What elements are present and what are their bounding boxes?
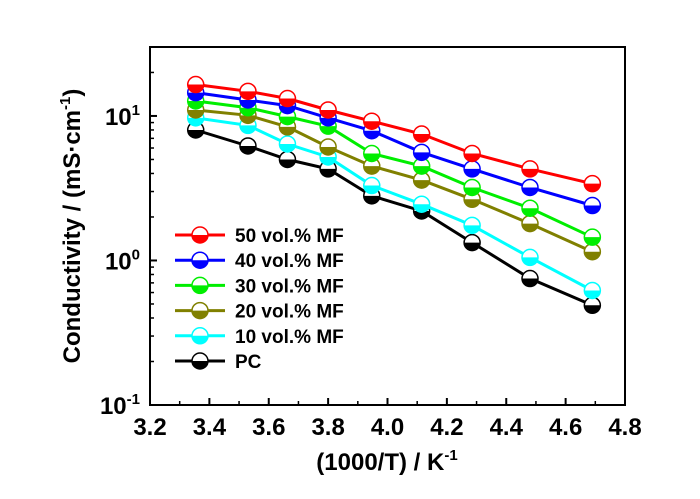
- data-point: [363, 112, 381, 130]
- data-point: [463, 190, 481, 209]
- data-point: [278, 135, 297, 153]
- x-tick-label: 3.6: [252, 414, 285, 441]
- y-tick-label: 101: [105, 102, 140, 131]
- data-point: [363, 157, 381, 175]
- data-point: [583, 242, 602, 261]
- data-point: [583, 296, 602, 315]
- data-point: [186, 75, 205, 94]
- x-tick-label: 3.2: [133, 414, 166, 441]
- data-point: [521, 199, 539, 217]
- x-tick-label: 3.4: [193, 414, 227, 441]
- legend-entry: 50 vol.% MF: [175, 226, 344, 247]
- data-point: [186, 121, 205, 139]
- data-point: [412, 195, 431, 213]
- data-point: [521, 178, 539, 197]
- data-point: [239, 82, 257, 101]
- legend-label: 20 vol.% MF: [235, 302, 344, 323]
- series: [186, 92, 602, 246]
- legend-label: 10 vol.% MF: [235, 327, 344, 348]
- data-point: [239, 137, 257, 155]
- legend-marker: [191, 251, 209, 269]
- legend-entry: 30 vol.% MF: [175, 276, 344, 297]
- legend-marker: [191, 352, 209, 370]
- data-point: [463, 160, 481, 178]
- legend-entry: 20 vol.% MF: [175, 302, 344, 323]
- data-point: [278, 150, 297, 169]
- data-point: [521, 160, 539, 178]
- y-tick-label: 10-1: [100, 391, 140, 420]
- data-point: [583, 174, 602, 193]
- data-point: [521, 248, 539, 267]
- plot-frame: [149, 46, 626, 406]
- y-tick-label: 100: [105, 246, 140, 275]
- data-point: [278, 89, 297, 108]
- data-point: [319, 101, 337, 119]
- data-point: [412, 143, 431, 162]
- x-tick-label: 3.8: [311, 414, 344, 441]
- legend-label: PC: [235, 352, 262, 373]
- series: [186, 75, 602, 193]
- data-point: [319, 160, 337, 178]
- data-point: [583, 196, 602, 215]
- data-point: [463, 233, 481, 252]
- data-point: [319, 138, 337, 156]
- data-point: [463, 216, 481, 235]
- legend-label: 40 vol.% MF: [235, 251, 344, 272]
- data-point: [583, 228, 602, 246]
- x-tick-label: 4.4: [490, 414, 524, 441]
- legend-marker: [191, 301, 209, 320]
- data-point: [412, 125, 431, 143]
- data-point: [463, 144, 481, 163]
- legend-label: 50 vol.% MF: [235, 226, 344, 247]
- data-point: [363, 176, 381, 195]
- y-axis-label: Conductivity / (mS·cm-1): [57, 89, 86, 364]
- legend: 50 vol.% MF 40 vol.% MF 30 vol.% MF 20 vol.…: [175, 226, 344, 373]
- axis-ticks: 3.2 3.4 3.6 3.8 4.0 4.2 4.4 4.6 4.8 10-1 100 101: [100, 71, 642, 441]
- legend-marker: [191, 226, 209, 244]
- x-tick-label: 4.0: [371, 414, 404, 441]
- data-point: [521, 269, 539, 288]
- legend-label: 30 vol.% MF: [235, 276, 344, 297]
- x-tick-label: 4.2: [430, 414, 463, 441]
- x-tick-label: 4.8: [608, 414, 641, 441]
- data-point: [412, 157, 431, 175]
- series-layer: [186, 75, 602, 315]
- legend-entry: 40 vol.% MF: [175, 251, 344, 272]
- legend-marker: [191, 276, 209, 295]
- x-tick-label: 4.6: [549, 414, 582, 441]
- legend-entry: 10 vol.% MF: [175, 327, 344, 348]
- data-point: [583, 281, 602, 300]
- data-point: [463, 178, 481, 197]
- legend-entry: PC: [175, 352, 262, 373]
- data-point: [521, 214, 539, 233]
- x-axis-label: (1000/T) / K-1: [316, 447, 457, 476]
- series: [186, 121, 602, 315]
- data-point: [363, 144, 381, 163]
- legend-marker: [191, 327, 209, 345]
